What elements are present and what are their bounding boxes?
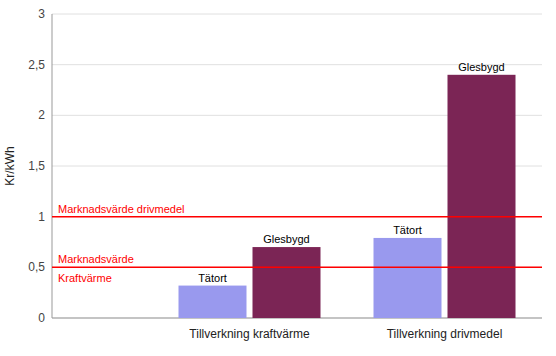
x-tick-label: Tillverkning kraftvärme <box>189 327 310 341</box>
grid-line <box>52 14 542 15</box>
y-tick-label: 1,5 <box>28 159 45 173</box>
x-tick-label: Tillverkning drivmedel <box>387 327 503 341</box>
y-tick-label: 0 <box>38 311 45 325</box>
bar <box>448 75 516 318</box>
reference-line-label: Marknadsvärde <box>58 253 134 265</box>
bar-labels: Tätort Tätort Glesbygd Glesbygd <box>198 61 505 284</box>
grid <box>52 14 542 318</box>
y-tick-label: 2,5 <box>28 58 45 72</box>
y-tick-label: 0,5 <box>28 260 45 274</box>
bar-label: Tätort <box>198 272 227 284</box>
y-tick-label: 2 <box>38 108 45 122</box>
y-tick-label: 3 <box>38 7 45 21</box>
reference-line-label: Kraftvärme <box>58 272 112 284</box>
chart: 0 0,5 1 1,5 2 2,5 3 Tillverkning kraftvärme Till… <box>0 0 556 356</box>
bar-label: Glesbygd <box>263 233 309 245</box>
y-axis-line <box>52 14 53 318</box>
axes: 0 0,5 1 1,5 2 2,5 3 Tillverkning kraftvärme Till… <box>28 7 542 341</box>
reference-line-label: Marknadsvärde drivmedel <box>58 203 185 215</box>
bars <box>179 75 516 318</box>
reference-line <box>52 216 542 218</box>
bar-label: Tätort <box>393 224 422 236</box>
grid-line <box>52 267 542 268</box>
bar <box>253 247 321 318</box>
bar-label: Glesbygd <box>458 61 504 73</box>
grid-line <box>52 216 542 217</box>
chart-container: 0 0,5 1 1,5 2 2,5 3 Tillverkning kraftvärme Till… <box>0 0 556 356</box>
bar <box>374 238 442 318</box>
bar <box>179 286 247 318</box>
y-tick-label: 1 <box>38 210 45 224</box>
reference-lines: Marknadsvärde drivmedel Marknadsvärde Kraf… <box>52 203 542 285</box>
reference-line-marks <box>52 217 542 268</box>
reference-line <box>52 267 542 269</box>
y-axis-label: Kr/kWh <box>3 146 17 185</box>
